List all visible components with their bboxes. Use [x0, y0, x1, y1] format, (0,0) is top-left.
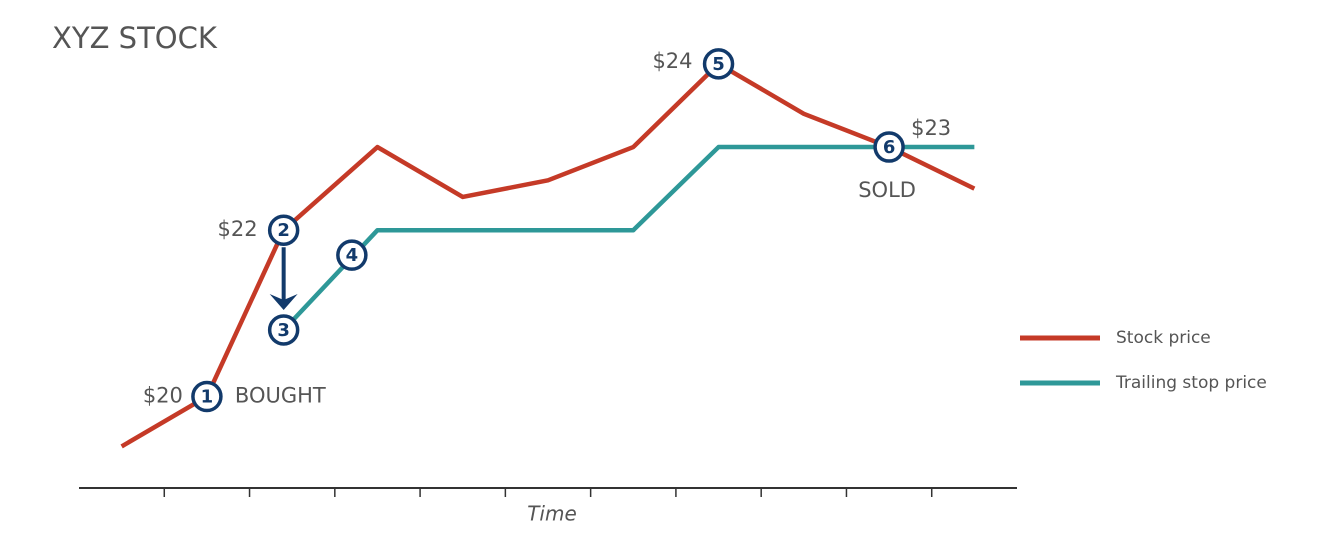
marker-number: 2 [277, 220, 290, 241]
price-label: $22 [218, 217, 258, 241]
point-marker [191, 380, 223, 413]
legend-label: Trailing stop price [1115, 373, 1267, 393]
marker-number: 5 [712, 54, 725, 75]
legend-label: Stock price [1116, 328, 1211, 348]
marker-number: 1 [201, 387, 214, 408]
price-label: $24 [652, 49, 692, 73]
point-marker [267, 214, 300, 246]
event-label: BOUGHT [235, 384, 326, 408]
series-line [120, 61, 976, 449]
marker-number: 3 [277, 320, 290, 341]
point-marker [336, 239, 368, 271]
price-label: $23 [911, 116, 951, 140]
event-label: SOLD [858, 178, 916, 202]
point-marker [873, 131, 905, 163]
chart-title: XYZ STOCK [52, 21, 218, 55]
price-label: $20 [143, 384, 183, 408]
point-marker [267, 314, 300, 346]
series-line [282, 144, 975, 332]
marker-number: 6 [883, 137, 896, 158]
point-marker [702, 48, 735, 80]
arrow-head [269, 294, 298, 310]
x-axis-label: Time [527, 502, 577, 526]
marker-number: 4 [346, 245, 359, 266]
